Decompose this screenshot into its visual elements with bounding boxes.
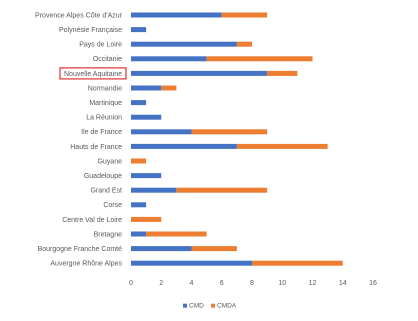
category-label: Grand Est — [90, 188, 122, 195]
category-label: Auvergne Rhône Alpes — [50, 261, 122, 268]
bar-cmda — [267, 70, 298, 76]
legend: CMD CMDA — [183, 303, 237, 310]
category-label: Guadeloupe — [84, 173, 122, 180]
legend-label-cmda: CMDA — [217, 303, 237, 310]
bar-cmd — [131, 246, 192, 252]
category-label: Bourgogne Franche Comté — [38, 246, 123, 253]
bar-cmd — [131, 70, 268, 76]
x-axis: 0 2 4 6 8 10 12 14 16 — [129, 280, 377, 287]
bar-cmd — [131, 114, 162, 120]
category-labels: Provence Alpes Côte d'Azur Polynésie Fran… — [35, 12, 127, 268]
category-label: Provence Alpes Côte d'Azur — [35, 12, 123, 19]
bar-cmd — [131, 85, 162, 91]
bar-cmda — [191, 246, 237, 252]
highlight-box — [59, 67, 127, 80]
bar-cmda — [252, 260, 343, 266]
x-tick-label: 8 — [250, 280, 254, 287]
bar-cmd — [131, 100, 147, 106]
category-label: Hauts de France — [70, 144, 122, 151]
bar-cmd — [131, 56, 207, 62]
bar-cmda — [176, 187, 268, 193]
category-label: Ile de France — [81, 129, 122, 136]
legend-swatch-cmda — [211, 303, 215, 308]
bar-cmd — [131, 41, 237, 47]
x-tick-label: 10 — [278, 280, 286, 287]
x-tick-label: 16 — [369, 280, 377, 287]
bar-cmda — [206, 56, 313, 62]
bar-cmda — [131, 158, 147, 164]
category-label: Bretagne — [94, 231, 123, 238]
x-tick-label: 6 — [220, 280, 224, 287]
category-label: Pays de Loire — [79, 42, 122, 49]
bar-cmd — [131, 12, 222, 18]
x-tick-label: 14 — [339, 280, 347, 287]
category-label: Corse — [103, 202, 122, 209]
x-tick-label: 2 — [159, 280, 163, 287]
category-label: Guyane — [97, 158, 122, 165]
bar-cmda — [191, 129, 268, 135]
bar-cmd — [131, 260, 252, 266]
category-label: Centre Val de Loire — [62, 217, 122, 224]
bar-cmda — [131, 216, 162, 222]
category-label: Occitanie — [93, 56, 122, 63]
bar-cmda — [221, 12, 268, 18]
bar-cmd — [131, 143, 237, 149]
bar-cmda — [161, 85, 177, 91]
bar-cmd — [131, 27, 147, 33]
x-tick-label: 0 — [129, 280, 133, 287]
bar-cmd — [131, 202, 147, 208]
bar-cmd — [131, 129, 192, 135]
bar-cmd — [131, 187, 177, 193]
bar-cmda — [236, 41, 252, 47]
bars — [131, 12, 343, 266]
x-tick-label: 12 — [309, 280, 317, 287]
bar-cmd — [131, 231, 147, 237]
category-label: Martinique — [89, 100, 122, 107]
category-label: Polynésie Française — [59, 27, 122, 34]
category-label: Normandie — [88, 85, 122, 92]
bar-cmda — [146, 231, 207, 237]
bar-cmda — [236, 143, 328, 149]
legend-label-cmd: CMD — [189, 303, 204, 310]
category-label: La Réunion — [86, 115, 122, 122]
legend-swatch-cmd — [183, 303, 187, 308]
x-tick-label: 4 — [190, 280, 194, 287]
bar-cmd — [131, 173, 162, 179]
category-label: Nouvelle Aquitaine — [64, 71, 122, 78]
